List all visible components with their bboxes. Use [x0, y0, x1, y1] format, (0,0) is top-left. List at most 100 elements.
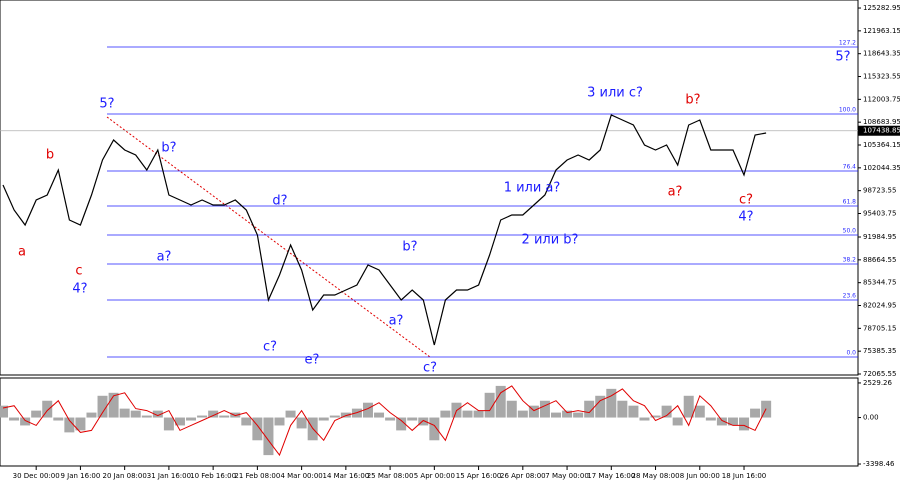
- histogram-bar: [108, 392, 119, 418]
- histogram-bar: [252, 417, 263, 441]
- histogram-bar: [362, 402, 373, 418]
- fib-level-label: 76.4: [843, 163, 857, 170]
- histogram-bar: [573, 412, 584, 418]
- y-tick-label: 108683.95: [863, 118, 900, 126]
- x-tick-label: 4 Mar 00:00: [280, 472, 322, 480]
- histogram-bar: [539, 400, 550, 418]
- histogram-bar: [31, 410, 42, 418]
- histogram-bar: [53, 417, 64, 421]
- histogram-bar: [396, 417, 407, 431]
- histogram-bar: [617, 400, 628, 418]
- current-price-label: 107438.85: [863, 127, 900, 135]
- y-tick-label: 82024.95: [863, 302, 896, 310]
- wave-label: a?: [668, 185, 683, 200]
- histogram-bar: [197, 415, 208, 418]
- x-tick-label: 31 Jan 16:00: [147, 472, 191, 480]
- wave-label: a?: [389, 314, 404, 329]
- histogram-bar: [739, 417, 750, 431]
- wave-label: b?: [685, 93, 700, 108]
- histogram-bar: [141, 415, 152, 418]
- signal-line: [2, 385, 767, 457]
- histogram-bar: [186, 417, 197, 421]
- wave-label: a?: [157, 250, 172, 265]
- histogram-bar: [163, 417, 174, 431]
- wave-label: 2 или b?: [522, 233, 579, 248]
- x-tick-label: 17 May 16:00: [587, 472, 635, 480]
- wave-label: b?: [161, 141, 176, 156]
- histogram-bar: [274, 417, 285, 426]
- x-tick-label: 9 Jan 16:00: [60, 472, 100, 480]
- y-tick-label: 72065.55: [863, 370, 896, 378]
- histogram-bar: [606, 388, 617, 418]
- y-tick-label: 121963.15: [863, 27, 900, 35]
- y-tick-label: 0.00: [863, 414, 879, 422]
- wave-label: 1 или a?: [504, 181, 561, 196]
- x-tick-label: 20 Jan 08:00: [102, 472, 146, 480]
- y-tick-label: 78705.15: [863, 324, 896, 332]
- fib-level-label: 100.0: [839, 106, 856, 113]
- histogram-bar: [716, 417, 727, 426]
- histogram-bar: [628, 405, 639, 418]
- histogram-bar: [263, 417, 274, 456]
- histogram-bar: [119, 408, 130, 418]
- x-tick-label: 15 Apr 16:00: [456, 472, 502, 480]
- histogram-bar: [694, 405, 705, 418]
- fib-level-label: 23.6: [843, 292, 857, 299]
- x-tick-label: 18 Jun 16:00: [722, 472, 766, 480]
- y-tick-label: 118643.35: [863, 50, 900, 58]
- wave-labels: 5? b a c 4? b? a? d? c? e? b? a? c? 1 ил…: [18, 50, 851, 376]
- x-tick-label: 21 Feb 08:00: [234, 472, 280, 480]
- wave-label: 5?: [99, 97, 114, 112]
- wave-label: c?: [263, 340, 277, 355]
- fib-level-label: 38.2: [843, 256, 857, 263]
- y-tick-label: 98723.55: [863, 187, 896, 195]
- wave-label: a: [18, 245, 26, 260]
- histogram-bar: [727, 417, 738, 426]
- y-tick-label: 85344.75: [863, 279, 896, 287]
- histogram-bar: [517, 410, 528, 418]
- y-tick-label: -3398.46: [863, 460, 895, 468]
- histogram-bar: [473, 410, 484, 418]
- histogram-bar: [318, 417, 329, 421]
- price-line: [2, 114, 767, 346]
- histogram-bar: [661, 405, 672, 418]
- x-tick-label: 26 Apr 08:00: [500, 472, 546, 480]
- histogram-bar: [20, 417, 31, 426]
- histogram-bar: [86, 412, 97, 418]
- histogram-bar: [329, 415, 340, 418]
- wave-label: c: [75, 264, 82, 279]
- histogram-bar: [440, 410, 451, 418]
- histogram-bar: [219, 415, 230, 418]
- trend-line: [106, 116, 431, 358]
- histogram-bar: [374, 412, 385, 418]
- y-tick-label: 2529.26: [863, 379, 892, 387]
- wave-label: b?: [402, 240, 417, 255]
- histogram-bar: [551, 412, 561, 418]
- histogram-bar: [462, 410, 473, 418]
- histogram-bar: [750, 408, 761, 418]
- y-tick-label: 125282.95: [863, 4, 900, 12]
- wave-label: 3 или c?: [587, 86, 643, 101]
- histogram-bar: [385, 417, 396, 421]
- histogram-bar: [595, 395, 606, 418]
- y-tick-label: 91984.95: [863, 233, 896, 241]
- main-panel: [0, 0, 859, 376]
- histogram-bar: [64, 417, 75, 433]
- histogram-bar: [152, 410, 163, 418]
- histogram-bar: [97, 395, 108, 418]
- wave-label: d?: [272, 194, 287, 209]
- histogram-bar: [506, 400, 517, 418]
- histogram-bar: [42, 400, 53, 418]
- fib-level-label: 61.8: [843, 198, 857, 205]
- y-tick-label: 88664.55: [863, 256, 896, 264]
- histogram-bar: [174, 417, 185, 426]
- histogram-bar: [495, 385, 506, 418]
- x-tick-label: 8 Jun 00:00: [680, 472, 720, 480]
- wave-label: 4?: [738, 210, 753, 225]
- histogram-bar: [130, 410, 141, 418]
- histogram-bar: [285, 410, 296, 418]
- histogram-bar: [407, 417, 418, 421]
- x-tick-label: 10 Feb 16:00: [190, 472, 236, 480]
